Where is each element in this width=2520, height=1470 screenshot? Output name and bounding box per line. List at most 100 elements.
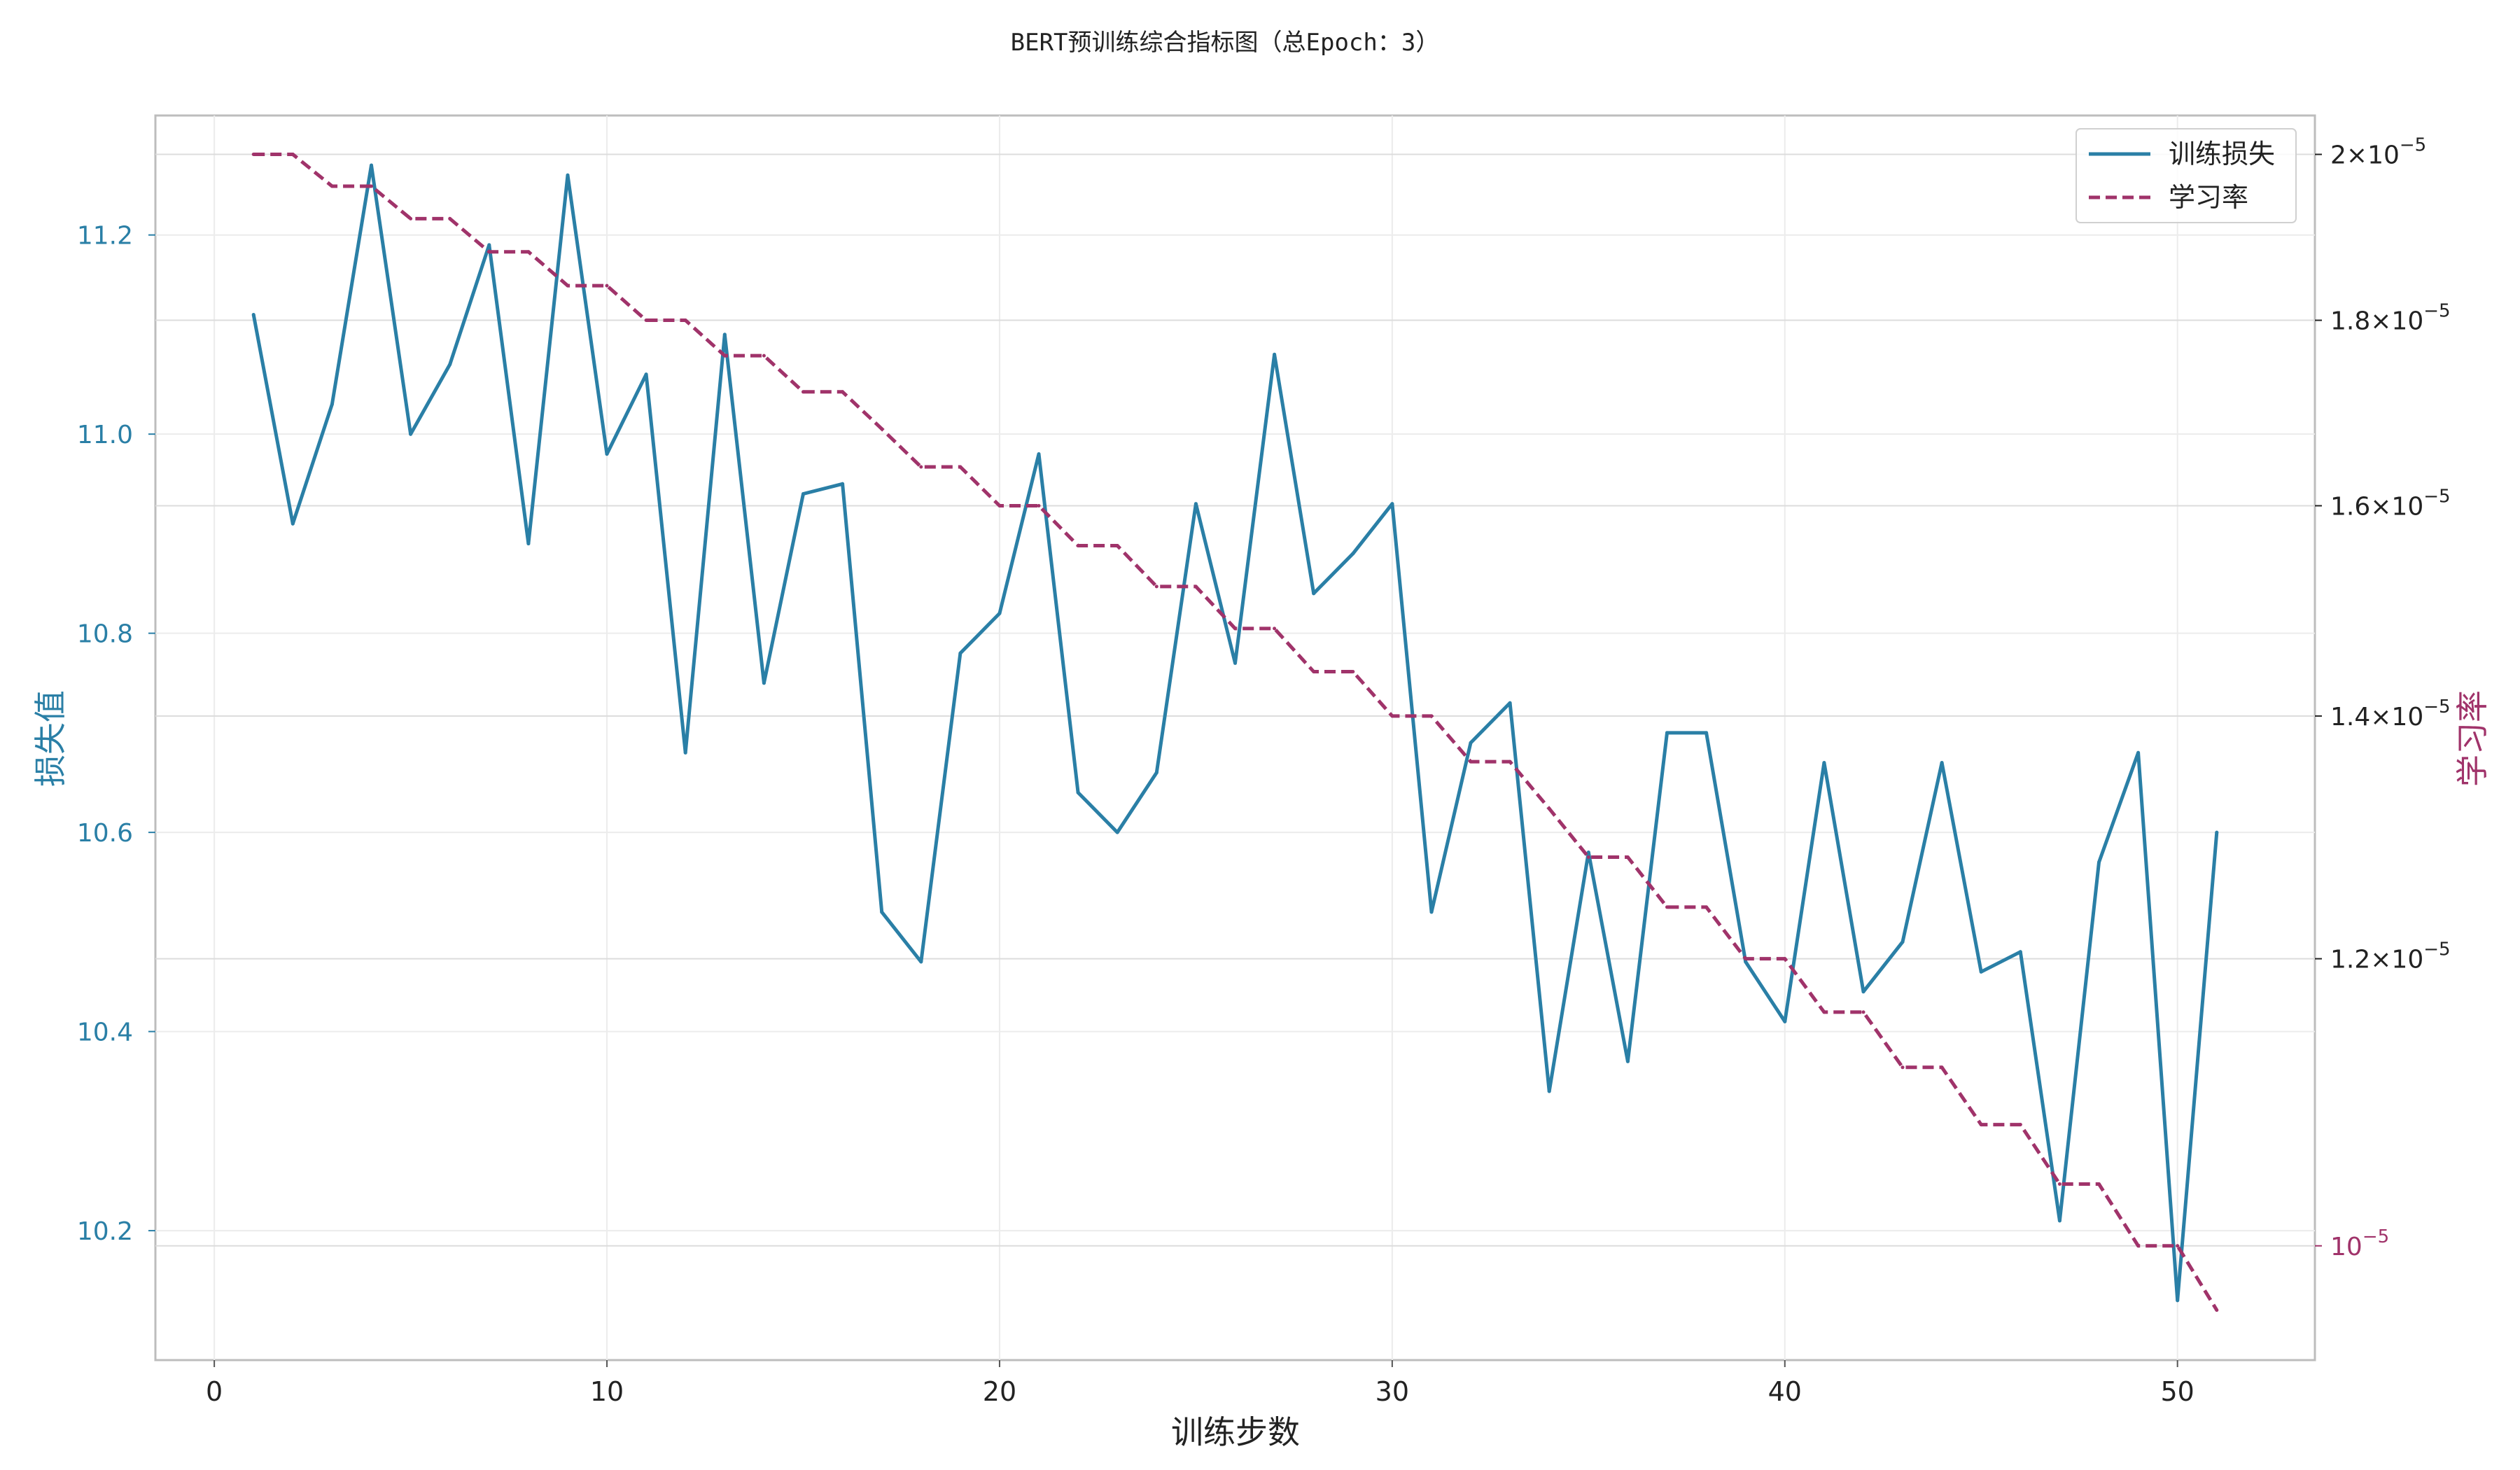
left-y-axis-ticks: 10.2 10.4 10.6 10.8 11.0 11.2 [77, 222, 155, 1246]
learning-rate-point [566, 284, 570, 288]
learning-rate-point [2057, 1182, 2062, 1186]
training-loss-point [997, 611, 1002, 615]
learning-rate-point [997, 504, 1002, 507]
left-y-tick-label: 10.8 [77, 620, 133, 649]
training-loss-point [1233, 661, 1237, 665]
training-loss-point [1822, 761, 1826, 765]
training-loss-point [919, 960, 923, 964]
training-loss-point [2136, 750, 2141, 755]
training-loss-point [1273, 352, 1277, 356]
left-y-tick-label: 10.6 [77, 819, 133, 848]
right-y-tick-label: 1.8×10−5 [2330, 301, 2451, 336]
learning-rate-point [1429, 714, 1434, 718]
plot-area [154, 114, 2316, 1362]
training-loss-point [526, 542, 531, 546]
training-loss-point [1940, 761, 1944, 765]
learning-rate-points [251, 153, 2219, 1312]
learning-rate-point [1586, 855, 1590, 859]
training-loss-point [722, 332, 727, 337]
training-loss-point [1900, 940, 1905, 944]
training-loss-point [1508, 701, 1512, 705]
training-loss-point [762, 681, 766, 685]
training-loss-point [2176, 1298, 2180, 1303]
learning-rate-point [1744, 957, 1748, 961]
left-y-tick-label: 11.0 [77, 421, 133, 449]
learning-rate-point [1783, 957, 1787, 961]
series-layer [251, 153, 2219, 1312]
left-y-tick-label: 10.2 [77, 1217, 133, 1246]
training-loss-point [1744, 960, 1748, 964]
learning-rate-point [2215, 1308, 2219, 1312]
training-loss-point [1076, 790, 1080, 794]
right-y-axis-ticks: 2×10−5 1.8×10−5 1.6×10−5 1.4×10−5 1.2×10−5 10… [2315, 135, 2451, 1261]
right-y-tick-label: 1.2×10−5 [2330, 939, 2451, 974]
x-axis-ticks: 0 10 20 30 40 50 [206, 1360, 2194, 1407]
training-loss-point [1154, 771, 1158, 775]
training-loss-point [841, 482, 845, 486]
training-loss-point [1665, 731, 1669, 735]
training-loss-point [448, 363, 452, 367]
training-loss-point [1547, 1089, 1551, 1093]
training-loss-point [1312, 592, 1316, 596]
learning-rate-point [1665, 905, 1669, 909]
training-loss-point [605, 452, 609, 456]
learning-rate-point [1037, 504, 1041, 507]
learning-rate-point [1508, 760, 1512, 764]
training-loss-point [330, 402, 334, 406]
x-tick-label: 0 [206, 1376, 223, 1407]
learning-rate-point [1154, 584, 1158, 589]
legend-label-training-loss: 训练损失 [2169, 139, 2275, 169]
learning-rate-point [683, 318, 687, 322]
training-loss-point [1390, 502, 1394, 506]
learning-rate-point [251, 153, 255, 156]
learning-rate-point [841, 390, 845, 394]
training-loss-point [802, 492, 805, 496]
learning-rate-point [722, 354, 727, 358]
training-loss-point [1704, 731, 1709, 735]
learning-rate-point [1115, 544, 1119, 547]
learning-rate-point [1273, 626, 1277, 631]
learning-rate-point [370, 184, 373, 188]
x-axis-label: 训练步数 [1171, 1413, 1300, 1451]
learning-rate-point [1822, 1010, 1826, 1014]
learning-rate-point [1351, 670, 1355, 673]
training-loss-point [2018, 950, 2022, 954]
training-loss-point [1979, 969, 1983, 974]
left-y-axis-label: 损失值 [31, 690, 69, 787]
training-loss-point [290, 522, 295, 526]
learning-rate-point [290, 153, 295, 156]
learning-rate-point [2097, 1182, 2101, 1186]
learning-rate-point [1704, 905, 1709, 909]
training-loss-point [2097, 860, 2101, 864]
left-y-tick-label: 10.4 [77, 1018, 133, 1047]
learning-rate-point [880, 427, 884, 431]
training-loss-point [1351, 552, 1355, 556]
x-tick-label: 50 [2161, 1376, 2194, 1407]
training-loss-point [1429, 910, 1434, 914]
training-loss-point [2057, 1219, 2062, 1223]
training-loss-point [566, 173, 570, 177]
x-tick-label: 10 [590, 1376, 624, 1407]
training-loss-point [683, 750, 687, 755]
learning-rate-point [2018, 1123, 2022, 1127]
training-loss-point [370, 163, 373, 167]
learning-rate-point [526, 250, 531, 254]
x-tick-label: 40 [1768, 1376, 1802, 1407]
training-loss-point [2215, 830, 2219, 834]
training-loss-point [251, 313, 255, 316]
training-loss-points [251, 163, 2219, 1303]
learning-rate-point [2176, 1244, 2180, 1248]
learning-rate-point [958, 465, 962, 469]
x-tick-label: 20 [983, 1376, 1016, 1407]
learning-rate-point [330, 184, 334, 188]
learning-rate-point [1979, 1123, 1983, 1127]
legend-label-learning-rate: 学习率 [2169, 182, 2248, 213]
training-loss-point [1037, 452, 1041, 456]
learning-rate-point [448, 216, 452, 220]
right-y-tick-label: 1.4×10−5 [2330, 696, 2451, 732]
left-y-tick-label: 11.2 [77, 222, 133, 251]
learning-rate-point [605, 284, 609, 288]
learning-rate-point [1940, 1065, 1944, 1070]
training-loss-point [1115, 830, 1119, 834]
